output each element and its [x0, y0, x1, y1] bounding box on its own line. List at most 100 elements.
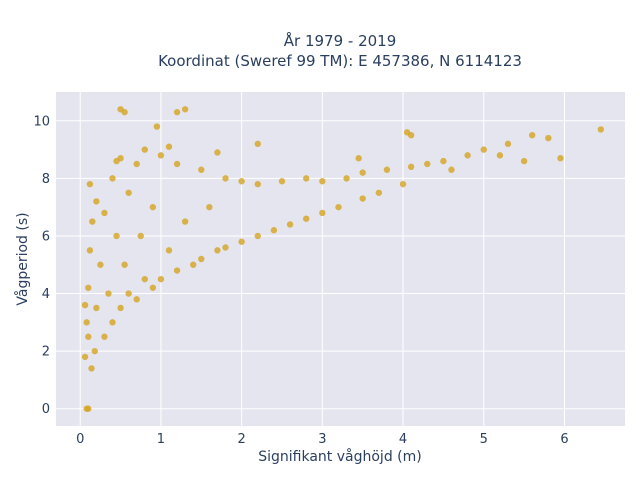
data-point [85, 333, 92, 340]
data-point [198, 255, 205, 263]
tick-layer: 0 1 2 3 4 5 6 0 2 4 6 8 10 [33, 114, 568, 447]
data-point [597, 126, 604, 133]
data-point [286, 221, 294, 228]
data-point [173, 108, 181, 116]
data-point [97, 261, 104, 268]
data-point [85, 405, 92, 412]
data-point [319, 178, 326, 185]
data-point [141, 146, 148, 153]
data-point [238, 178, 245, 185]
data-point [424, 160, 431, 168]
y-tick-label: 4 [42, 287, 50, 302]
data-point [157, 152, 165, 159]
data-point [335, 203, 342, 211]
points-layer [81, 106, 604, 412]
x-tick-label: 3 [318, 432, 326, 447]
data-point [545, 134, 552, 142]
data-point [496, 152, 504, 159]
data-point [81, 301, 89, 309]
x-tick-label: 2 [237, 432, 245, 447]
data-point [89, 218, 96, 225]
data-point [520, 157, 528, 165]
data-point [190, 261, 197, 268]
data-point [85, 284, 92, 291]
data-point [165, 247, 173, 254]
data-point [504, 140, 512, 148]
data-point [109, 175, 116, 182]
data-point [88, 365, 95, 372]
data-point [214, 149, 221, 156]
data-point [153, 123, 161, 130]
data-point [86, 180, 94, 188]
data-point [206, 203, 213, 211]
chart-title-line-1: År 1979 - 2019 [284, 31, 397, 50]
data-point [91, 347, 98, 355]
data-point [383, 166, 391, 173]
data-point [270, 227, 278, 234]
data-point [464, 152, 471, 159]
data-point [113, 157, 120, 165]
data-point [254, 180, 261, 188]
data-point [254, 140, 261, 148]
data-point [198, 166, 205, 173]
x-tick-label: 1 [157, 432, 165, 447]
x-tick-label: 4 [399, 432, 407, 447]
x-tick-label: 6 [560, 432, 568, 447]
data-point [222, 244, 229, 251]
data-point [157, 275, 165, 283]
y-tick-label: 2 [42, 345, 50, 360]
y-tick-label: 6 [42, 229, 50, 244]
data-point [399, 180, 407, 188]
data-point [407, 163, 415, 171]
data-point [440, 157, 447, 165]
data-point [375, 189, 383, 196]
data-point [278, 178, 286, 185]
data-point [165, 143, 173, 150]
data-point [173, 160, 181, 168]
data-point [319, 209, 326, 217]
data-point [93, 198, 100, 205]
y-axis-label: Vågperiod (s) [14, 212, 31, 305]
data-point [93, 304, 100, 312]
grid-layer [56, 92, 625, 426]
y-tick-label: 10 [33, 114, 50, 129]
data-point [181, 218, 189, 225]
data-point [86, 247, 94, 254]
data-point [355, 155, 362, 162]
data-point [407, 131, 415, 139]
data-point [181, 106, 189, 113]
data-point [359, 195, 366, 202]
x-tick-label: 5 [480, 432, 488, 447]
data-point [173, 267, 181, 274]
data-point [113, 232, 120, 240]
data-point [121, 261, 128, 268]
x-tick-label: 0 [76, 432, 84, 447]
data-point [101, 209, 108, 217]
y-tick-label: 0 [42, 402, 50, 417]
data-point [117, 304, 124, 312]
chart-title-line-2: Koordinat (Sweref 99 TM): E 457386, N 61… [158, 52, 522, 70]
data-point [141, 275, 148, 283]
data-point [254, 232, 261, 240]
data-point [238, 238, 245, 245]
data-point [133, 296, 140, 303]
data-point [137, 232, 144, 240]
data-point [480, 146, 487, 153]
data-point [81, 353, 89, 361]
data-point [214, 247, 221, 254]
data-point [302, 175, 310, 182]
data-point [302, 215, 310, 222]
data-point [359, 169, 366, 176]
y-tick-label: 8 [42, 172, 50, 187]
data-point [101, 333, 108, 340]
data-point [109, 319, 116, 326]
data-point [528, 131, 536, 139]
data-point [83, 319, 90, 326]
data-point [557, 155, 564, 162]
plot-area [56, 92, 625, 426]
data-point [448, 166, 455, 173]
data-point [149, 284, 157, 291]
x-axis-label: Signifikant våghöjd (m) [258, 448, 421, 465]
data-point [125, 290, 132, 297]
